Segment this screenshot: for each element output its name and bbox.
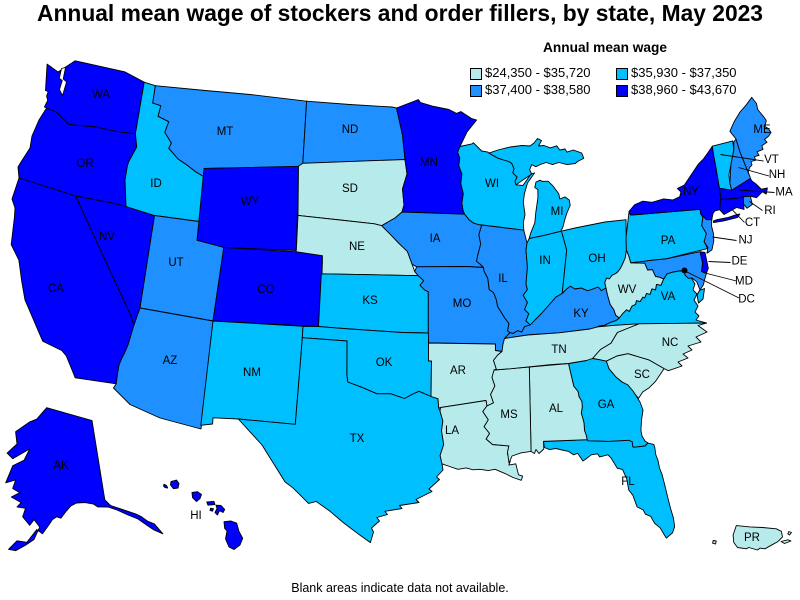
svg-text:VT: VT <box>764 154 779 166</box>
svg-text:VA: VA <box>661 291 676 303</box>
svg-text:NM: NM <box>243 367 261 379</box>
svg-text:OK: OK <box>376 357 393 369</box>
svg-text:NC: NC <box>662 337 679 349</box>
svg-text:TN: TN <box>551 344 566 356</box>
svg-text:NY: NY <box>683 186 699 198</box>
svg-text:DC: DC <box>738 294 755 306</box>
svg-text:LA: LA <box>445 425 459 437</box>
svg-text:RI: RI <box>764 205 776 217</box>
svg-text:MS: MS <box>500 409 518 421</box>
svg-text:IL: IL <box>498 273 508 285</box>
svg-text:SC: SC <box>634 369 650 381</box>
svg-text:PR: PR <box>744 532 760 544</box>
svg-text:NE: NE <box>349 241 365 253</box>
svg-text:FL: FL <box>621 476 635 488</box>
svg-text:CT: CT <box>745 217 760 229</box>
svg-text:WI: WI <box>485 178 499 190</box>
svg-text:MO: MO <box>453 298 472 310</box>
svg-text:AZ: AZ <box>163 355 178 367</box>
svg-text:WV: WV <box>618 284 637 296</box>
svg-text:ME: ME <box>753 124 771 136</box>
svg-text:IN: IN <box>539 255 551 267</box>
svg-text:MA: MA <box>775 187 793 199</box>
svg-text:ND: ND <box>342 124 359 136</box>
svg-text:MT: MT <box>217 126 234 138</box>
svg-text:WA: WA <box>92 89 110 101</box>
svg-text:HI: HI <box>190 510 202 522</box>
svg-text:UT: UT <box>168 257 183 269</box>
svg-text:OH: OH <box>588 253 605 265</box>
svg-text:OR: OR <box>76 158 93 170</box>
svg-text:KY: KY <box>573 308 589 320</box>
svg-text:GA: GA <box>598 399 615 411</box>
svg-text:CO: CO <box>257 284 274 296</box>
svg-text:TX: TX <box>350 433 365 445</box>
svg-text:AK: AK <box>53 460 69 472</box>
svg-text:AR: AR <box>450 365 466 377</box>
svg-text:CA: CA <box>48 283 64 295</box>
svg-text:MN: MN <box>420 157 438 169</box>
svg-text:NH: NH <box>769 169 786 181</box>
svg-text:KS: KS <box>362 295 378 307</box>
svg-text:IA: IA <box>430 233 441 245</box>
svg-text:MI: MI <box>551 206 564 218</box>
svg-text:MD: MD <box>735 276 753 288</box>
svg-text:SD: SD <box>342 183 358 195</box>
svg-text:NJ: NJ <box>738 235 752 247</box>
svg-text:AL: AL <box>549 403 564 415</box>
svg-text:WY: WY <box>241 196 260 208</box>
svg-text:DE: DE <box>732 256 748 268</box>
svg-text:PA: PA <box>661 235 676 247</box>
svg-text:NV: NV <box>99 231 115 243</box>
svg-text:ID: ID <box>150 178 162 190</box>
